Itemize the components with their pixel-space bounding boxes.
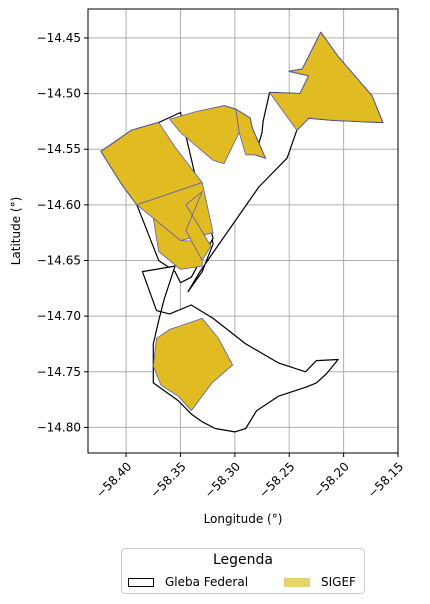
x-tick-label: −58.20 xyxy=(311,459,352,500)
sigef-parcel xyxy=(269,32,384,131)
y-axis-label: Latitude (°) xyxy=(9,197,23,266)
x-tick-label: −58.35 xyxy=(147,459,188,500)
y-tick-label: −14.45 xyxy=(37,31,81,45)
legend-label-gleba: Gleba Federal xyxy=(165,575,249,589)
y-tick-label: −14.70 xyxy=(37,309,81,323)
legend-swatch-filled xyxy=(284,577,310,587)
x-tick-label: −58.15 xyxy=(365,459,406,500)
y-tick-label: −14.75 xyxy=(37,365,81,379)
sigef-parcel xyxy=(152,217,203,270)
sigef-parcel xyxy=(100,122,203,206)
y-tick-label: −14.80 xyxy=(37,420,81,434)
y-tick-label: −14.65 xyxy=(37,253,81,267)
sigef-parcel xyxy=(152,317,234,412)
legend-title: Legenda xyxy=(212,552,273,568)
legend-swatch-outline xyxy=(128,577,154,587)
sigef-parcel xyxy=(185,191,212,261)
legend-item-gleba: Gleba Federal xyxy=(128,574,248,590)
x-tick-label: −58.25 xyxy=(256,459,297,500)
y-tick-label: −14.55 xyxy=(37,142,81,156)
y-tick-label: −14.60 xyxy=(37,198,81,212)
x-tick-label: −58.30 xyxy=(202,459,243,500)
sigef-parcel xyxy=(235,108,266,159)
x-axis-label: Longitude (°) xyxy=(204,512,283,526)
y-tick-label: −14.50 xyxy=(37,87,81,101)
plot-frame xyxy=(87,8,399,454)
x-tick-label: −58.40 xyxy=(93,459,134,500)
legend: Legenda Gleba Federal SIGEF xyxy=(121,548,365,594)
legend-label-sigef: SIGEF xyxy=(321,575,356,589)
sigef-layer xyxy=(100,32,384,412)
legend-item-sigef: SIGEF xyxy=(284,574,356,590)
